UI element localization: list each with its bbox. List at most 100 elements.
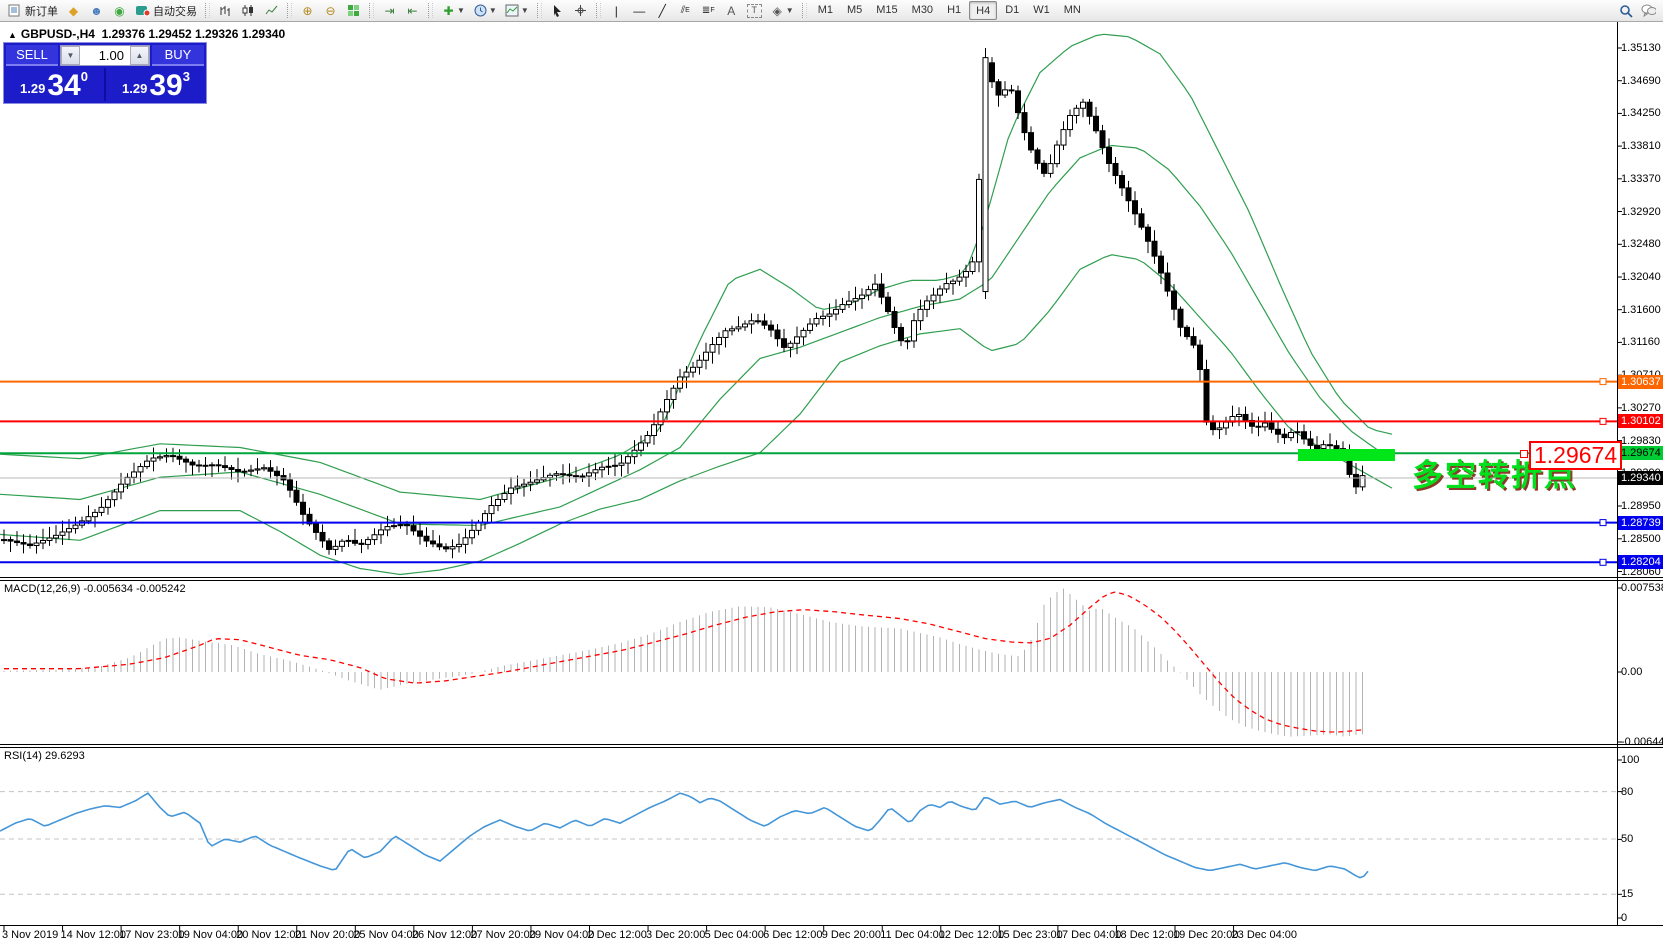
line-chart-button[interactable] [260,1,283,21]
volume-increase-button[interactable]: ▲ [130,46,149,65]
candle-body [163,455,170,458]
horizontal-line-button[interactable]: — [628,1,651,21]
trendline-button[interactable]: ╱ [651,1,674,21]
candle-body [144,460,150,468]
buy-button[interactable]: BUY [152,45,204,66]
time-axis-label: 21 Nov 20:00 [294,929,361,941]
search-button[interactable] [1614,1,1637,21]
candle-body [124,476,131,485]
signals-button[interactable]: ◉ [108,1,131,21]
candle-body [709,344,716,353]
price-axis-label: 1.33370 [1621,172,1661,185]
price-axis-label: 1.28950 [1621,500,1661,512]
candle-body [1112,162,1119,177]
candle-body [1106,146,1112,164]
timeframe-button-h1[interactable]: H1 [947,3,962,16]
candle-body [924,300,930,310]
auto-trading-button[interactable]: 自动交易 [131,1,201,21]
new-order-button[interactable]: 新订单 [3,1,62,21]
candle-body [1255,425,1262,428]
candlestick-icon [241,3,256,18]
candle-body [1197,344,1203,371]
callout-anchor-icon[interactable] [1520,450,1528,458]
volume-decrease-button[interactable]: ▼ [61,46,80,65]
candle-body [53,534,59,539]
text-button[interactable]: A [720,1,743,21]
fibonacci-button[interactable]: ≣ F [697,1,720,21]
text-label-button[interactable]: T [743,1,766,21]
templates-button[interactable]: ▼ [501,1,533,21]
timeframe-button-m1[interactable]: M1 [817,3,833,16]
candle-body [228,467,235,470]
community-icon: ☻ [90,3,103,18]
candle-body [430,540,436,545]
community-button[interactable]: ☻ [85,1,108,21]
periods-button[interactable]: ▼ [469,1,501,21]
collapse-triangle-icon[interactable]: ▲ [8,30,17,40]
cursor-button[interactable] [546,1,569,21]
candle-body [1275,428,1281,435]
auto-scroll-icon: ⇥ [384,3,395,18]
channel-button[interactable]: ⫽ E [674,1,697,21]
bollinger-middle-band [0,144,1393,527]
sell-button[interactable]: SELL [6,45,58,66]
candle-body [1203,369,1210,423]
line-chart-icon [264,3,279,18]
candlestick-button[interactable] [237,1,260,21]
candle-body [969,261,976,273]
candle-body [742,323,748,328]
time-axis-label: 3 Nov 2019 [2,929,59,941]
timeframe-button-m30[interactable]: M30 [911,3,934,16]
time-axis-label: 17 Nov 23:00 [119,929,185,941]
candle-body [254,468,261,471]
metaeditor-button[interactable]: ◆ [62,1,85,21]
auto-scroll-button[interactable]: ⇥ [378,1,401,21]
timeframe-button-m5[interactable]: M5 [846,3,863,16]
candle-body [59,531,66,536]
chat-button[interactable] [1637,1,1660,21]
timeframe-button-h4[interactable]: H4 [969,1,998,20]
candle-body [326,540,332,550]
candle-body [1190,336,1197,346]
timeframe-button-w1[interactable]: W1 [1033,3,1050,16]
indicators-button[interactable]: ✚ ▼ [437,1,469,21]
candle-body [573,475,579,478]
crosshair-button[interactable] [569,1,592,21]
price-axis-label: 1.33810 [1621,140,1661,153]
candle-body [501,492,508,500]
highlight-bar[interactable] [1298,449,1395,461]
candle-body [46,537,53,542]
zoom-out-button[interactable]: ⊖ [319,1,342,21]
bar-chart-button[interactable] [214,1,237,21]
candle-body [846,300,852,306]
timeframe-button-m15[interactable]: M15 [876,3,898,16]
vertical-line-button[interactable]: | [605,1,628,21]
candle-body [371,534,378,541]
timeframe-button-mn[interactable]: MN [1063,3,1081,16]
candle-body [651,424,657,436]
candle-body [638,442,644,451]
candle-body [1242,413,1249,421]
arrows-button[interactable]: ◈ ▼ [766,1,798,21]
buy-price-display[interactable]: 1.29 39 3 [106,68,206,101]
buy-price-small: 1.29 [122,81,148,96]
candle-body [898,326,904,342]
candle-body [553,473,560,476]
chevron-down-icon: ▼ [457,6,465,15]
rsi-axis-label: 100 [1621,754,1640,766]
candle-body [586,472,592,477]
candle-body [534,479,540,483]
chart-shift-button[interactable]: ⇤ [401,1,424,21]
zoom-in-button[interactable]: ⊕ [296,1,319,21]
candle-body [989,62,995,83]
candle-body [1073,107,1080,117]
price-callout-label[interactable]: 1.29674 [1529,441,1623,470]
tile-windows-button[interactable] [342,1,365,21]
sell-price-display[interactable]: 1.29 34 0 [4,68,106,101]
candle-body [1021,112,1028,134]
candle-body [293,489,300,503]
timeframe-button-d1[interactable]: D1 [1005,3,1020,16]
volume-input[interactable]: 1.00 [98,48,124,63]
bar-chart-icon [218,3,233,18]
time-axis-label: 14 Nov 12:00 [60,929,126,941]
